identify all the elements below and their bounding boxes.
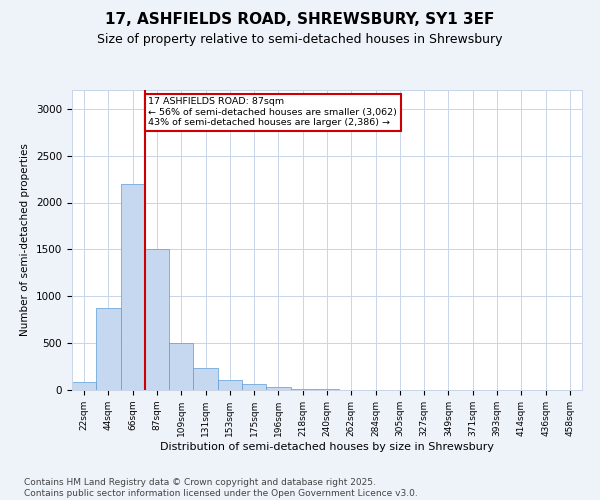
- Text: 17 ASHFIELDS ROAD: 87sqm
← 56% of semi-detached houses are smaller (3,062)
43% o: 17 ASHFIELDS ROAD: 87sqm ← 56% of semi-d…: [149, 98, 397, 128]
- Bar: [145, 250, 169, 390]
- Bar: [121, 184, 145, 390]
- Bar: [169, 343, 193, 390]
- Bar: [218, 380, 242, 390]
- Text: Contains HM Land Registry data © Crown copyright and database right 2025.
Contai: Contains HM Land Registry data © Crown c…: [24, 478, 418, 498]
- Bar: [290, 388, 315, 390]
- Text: 17, ASHFIELDS ROAD, SHREWSBURY, SY1 3EF: 17, ASHFIELDS ROAD, SHREWSBURY, SY1 3EF: [106, 12, 494, 28]
- Bar: [315, 389, 339, 390]
- Bar: [266, 387, 290, 390]
- Text: Size of property relative to semi-detached houses in Shrewsbury: Size of property relative to semi-detach…: [97, 32, 503, 46]
- Y-axis label: Number of semi-detached properties: Number of semi-detached properties: [20, 144, 31, 336]
- Bar: [72, 382, 96, 390]
- Bar: [193, 368, 218, 390]
- Bar: [96, 308, 121, 390]
- X-axis label: Distribution of semi-detached houses by size in Shrewsbury: Distribution of semi-detached houses by …: [160, 442, 494, 452]
- Bar: [242, 384, 266, 390]
